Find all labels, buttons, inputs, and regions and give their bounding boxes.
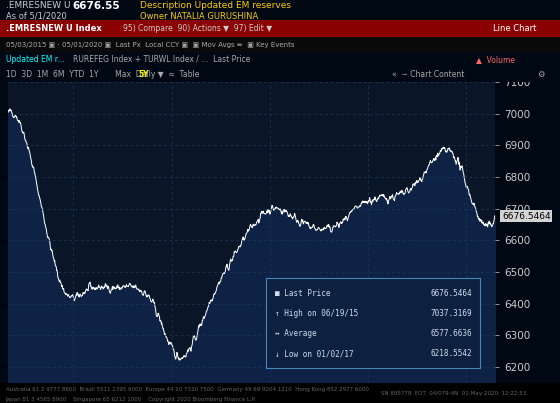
- Text: .EMRESNEW U Index: .EMRESNEW U Index: [6, 24, 101, 33]
- Text: 6676.5464: 6676.5464: [502, 212, 550, 221]
- Text: 6676.55: 6676.55: [73, 0, 120, 10]
- Text: SN 895778  EOT  04/079-4N  01-May-2020  12:22:53: SN 895778 EOT 04/079-4N 01-May-2020 12:2…: [381, 391, 526, 397]
- Text: 95) Compare  90) Actions ▼  97) Edit ▼: 95) Compare 90) Actions ▼ 97) Edit ▼: [123, 24, 272, 33]
- Text: 5Y: 5Y: [138, 70, 149, 79]
- Text: Japan 81 3 4565 8900    Singapore 65 6212 1000    Copyright 2020 Bloomberg Finan: Japan 81 3 4565 8900 Singapore 65 6212 1…: [6, 397, 256, 401]
- Text: Owner NATALIA GURUSHINA: Owner NATALIA GURUSHINA: [140, 12, 258, 21]
- Text: 05/03/2015 ▣ · 05/01/2020 ▣  Last Px  Local CCY ▣  ▣ Mov Avgs ✏  ▣ Key Events: 05/03/2015 ▣ · 05/01/2020 ▣ Last Px Loca…: [6, 42, 294, 48]
- Text: ▲  Volume: ▲ Volume: [476, 55, 515, 64]
- Text: Description Updated EM reserves: Description Updated EM reserves: [140, 1, 291, 10]
- Text: 1D  3D  1M  6M  YTD  1Y       Max  Daily ▼  ≈  Table: 1D 3D 1M 6M YTD 1Y Max Daily ▼ ≈ Table: [6, 70, 199, 79]
- Text: RUREFEG Index + TURWL Index / ...  Last Price: RUREFEG Index + TURWL Index / ... Last P…: [73, 55, 250, 64]
- Text: «  ∼ Chart Content: « ∼ Chart Content: [392, 70, 464, 79]
- Text: Line Chart: Line Chart: [493, 24, 536, 33]
- Text: As of 5/1/2020: As of 5/1/2020: [6, 12, 66, 21]
- Text: Updated EM r...: Updated EM r...: [6, 55, 64, 64]
- Text: Australia 61 2 9777 8600  Brazil 5511 2395 9000  Europe 44 20 7330 7500  Germany: Australia 61 2 9777 8600 Brazil 5511 239…: [6, 386, 368, 391]
- Text: ⚙: ⚙: [538, 70, 545, 79]
- Text: .EMRESNEW U: .EMRESNEW U: [6, 1, 70, 10]
